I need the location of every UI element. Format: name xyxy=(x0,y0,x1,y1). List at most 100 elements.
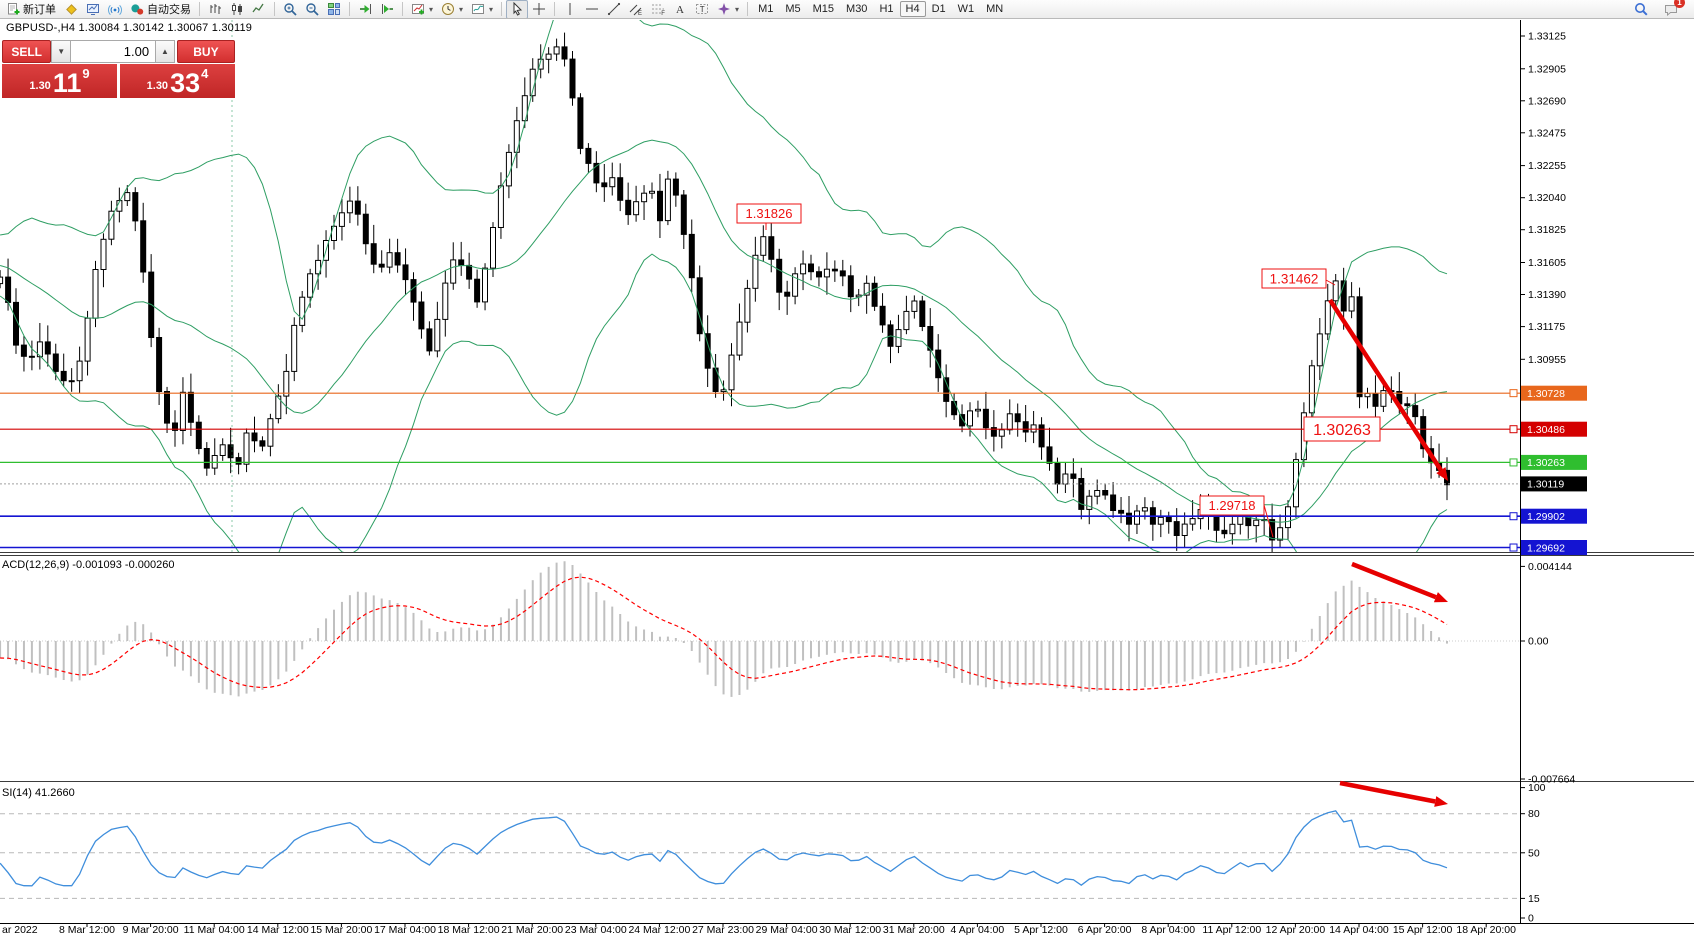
periods-icon[interactable]: ▾ xyxy=(437,0,467,18)
macd-signal-line xyxy=(0,576,1448,691)
text-label-icon[interactable]: T xyxy=(691,0,713,18)
cursor-glyph xyxy=(510,2,524,16)
buy-price-display[interactable]: 1.30 33 4 xyxy=(120,64,235,98)
cursor-icon[interactable] xyxy=(506,0,529,18)
chat-icon[interactable]: 1 xyxy=(1664,0,1685,16)
text-icon[interactable]: A xyxy=(669,0,691,18)
horizontal-line-icon[interactable] xyxy=(581,0,603,18)
timeframe-mn-button[interactable]: MN xyxy=(986,3,1004,15)
arrows-icon[interactable]: ▾ xyxy=(713,0,743,18)
svg-text:1.30728: 1.30728 xyxy=(1527,388,1565,400)
fibo-glyph: F xyxy=(651,2,665,16)
svg-text:1.31826: 1.31826 xyxy=(746,206,793,221)
macd-indicator-label: ACD(12,26,9) -0.001093 -0.000260 xyxy=(2,559,175,571)
svg-text:8 Mar 12:00: 8 Mar 12:00 xyxy=(59,924,115,936)
timeframe-d1-button[interactable]: D1 xyxy=(931,3,946,15)
zoom-out-icon[interactable] xyxy=(301,0,323,18)
timeframe-w1-button[interactable]: W1 xyxy=(957,3,975,15)
tile-windows-icon[interactable] xyxy=(323,0,345,18)
chevron-down-icon[interactable]: ▾ xyxy=(735,4,740,14)
volume-input[interactable] xyxy=(71,40,156,63)
hline-glyph xyxy=(585,2,599,16)
svg-text:24 Mar 12:00: 24 Mar 12:00 xyxy=(628,924,690,936)
svg-text:A: A xyxy=(676,4,684,16)
chartshift-glyph xyxy=(380,2,394,16)
signal-glyph xyxy=(108,2,122,16)
svg-text:11 Mar 04:00: 11 Mar 04:00 xyxy=(184,924,245,936)
svg-text:0.004144: 0.004144 xyxy=(1528,561,1572,573)
timeframe-m30-button[interactable]: M30 xyxy=(846,3,868,15)
fibonacci-icon[interactable]: F xyxy=(647,0,669,18)
price-scale[interactable]: 1.33125 1.32905 1.32690 1.32475 1.32255 1.320… xyxy=(1509,31,1587,925)
volume-increase-button[interactable]: ▲ xyxy=(155,40,175,63)
buy-price-pip: 4 xyxy=(201,66,209,81)
volume-decrease-button[interactable]: ▼ xyxy=(51,40,72,63)
search-icon[interactable] xyxy=(1634,2,1648,16)
time-axis[interactable]: ar 2022 8 Mar 12:00 9 Mar 20:00 11 Mar 04:0… xyxy=(2,923,1516,936)
svg-text:1.31175: 1.31175 xyxy=(1528,321,1565,333)
svg-text:5 Apr 12:00: 5 Apr 12:00 xyxy=(1014,924,1068,936)
buy-button[interactable]: BUY xyxy=(176,40,235,63)
svg-text:11 Apr 12:00: 11 Apr 12:00 xyxy=(1202,924,1261,936)
svg-text:1.32475: 1.32475 xyxy=(1528,127,1566,139)
vertical-line-icon[interactable] xyxy=(559,0,581,18)
svg-text:100: 100 xyxy=(1528,782,1546,794)
svg-text:T: T xyxy=(700,5,705,14)
one-click-trade-panel: SELL ▼ ▲ BUY 1.30 11 9 1.30 33 4 xyxy=(2,40,235,98)
new-order-button[interactable]: 新订单 xyxy=(2,0,60,18)
templates-icon[interactable]: ▾ xyxy=(467,0,497,18)
signals-icon[interactable] xyxy=(104,0,126,18)
toolbar-separator xyxy=(199,2,200,16)
line-chart-icon[interactable] xyxy=(248,0,270,18)
zoom-in-icon[interactable] xyxy=(279,0,301,18)
trend-arrows[interactable] xyxy=(1328,298,1448,807)
horizontal-level-lines[interactable] xyxy=(0,392,1520,549)
textA-glyph: A xyxy=(673,2,687,16)
sell-button[interactable]: SELL xyxy=(2,40,52,63)
svg-text:1.31390: 1.31390 xyxy=(1528,289,1566,301)
svg-text:14 Mar 12:00: 14 Mar 12:00 xyxy=(247,924,309,936)
indicators-glyph xyxy=(411,2,425,16)
equidistant-channel-icon[interactable]: E xyxy=(625,0,647,18)
chevron-down-icon[interactable]: ▾ xyxy=(489,4,494,14)
rsi-indicator-label: SI(14) 41.2660 xyxy=(2,787,75,799)
labelT-glyph: T xyxy=(695,2,709,16)
timeframe-m1-button[interactable]: M1 xyxy=(758,3,774,15)
svg-text:0.00: 0.00 xyxy=(1528,636,1549,648)
chevron-down-icon[interactable]: ▾ xyxy=(459,4,464,14)
arrows-glyph xyxy=(717,2,731,16)
price-annotations[interactable]: 1.31826 1.31462 1.30263 1.29718 xyxy=(736,203,1381,538)
market-watch-icon[interactable] xyxy=(82,0,104,18)
candles-glyph xyxy=(230,2,244,16)
chart-shift-icon[interactable] xyxy=(376,0,398,18)
chevron-down-icon[interactable]: ▾ xyxy=(429,4,434,14)
svg-text:1.30955: 1.30955 xyxy=(1528,354,1566,366)
vline-glyph xyxy=(563,2,577,16)
svg-text:1.30119: 1.30119 xyxy=(1527,479,1564,491)
trendline-icon[interactable] xyxy=(603,0,625,18)
auto-scroll-icon[interactable] xyxy=(354,0,376,18)
toolbar-separator xyxy=(349,2,350,16)
sell-price-display[interactable]: 1.30 11 9 xyxy=(2,64,117,98)
timeframe-h1-button[interactable]: H1 xyxy=(879,3,894,15)
bar-chart-icon[interactable] xyxy=(204,0,226,18)
timeframe-h4-button[interactable]: H4 xyxy=(899,1,926,17)
sell-price-small: 1.30 xyxy=(29,80,51,92)
trendline-glyph xyxy=(607,2,621,16)
toolbar-separator xyxy=(747,2,749,16)
crosshair-icon[interactable] xyxy=(528,0,550,18)
chart-wizard-icon[interactable] xyxy=(60,0,82,18)
timeframe-m15-button[interactable]: M15 xyxy=(812,3,835,15)
toolbar-separator xyxy=(402,2,403,16)
timeframe-m5-button[interactable]: M5 xyxy=(785,3,801,15)
svg-text:1.32255: 1.32255 xyxy=(1528,160,1566,172)
autotrading-button[interactable]: 自动交易 xyxy=(126,0,195,18)
svg-text:27 Mar 23:00: 27 Mar 23:00 xyxy=(692,924,754,936)
candlestick-chart-icon[interactable] xyxy=(226,0,248,18)
autotrading-button-label: 自动交易 xyxy=(147,4,191,16)
svg-text:1.30263: 1.30263 xyxy=(1313,422,1371,439)
sell-price-big: 11 xyxy=(52,68,82,98)
indicators-icon[interactable]: ▾ xyxy=(407,0,437,18)
